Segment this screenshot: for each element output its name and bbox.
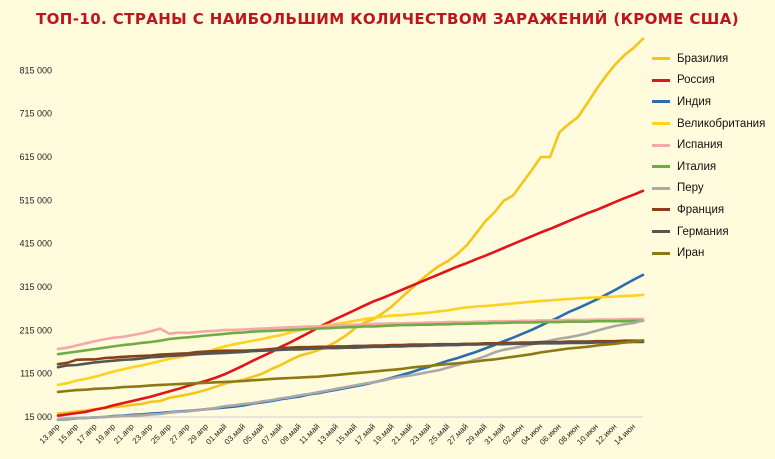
legend-item[interactable]: Германия <box>652 221 765 243</box>
legend-item[interactable]: Иран <box>652 242 765 264</box>
series-line <box>56 293 645 387</box>
y-tick-label: 315 000 <box>19 282 52 292</box>
legend-swatch <box>652 208 670 212</box>
y-tick-labels: 15 000 115 000 215 000 315 000 415 000 515 00… <box>19 65 52 422</box>
series-line <box>56 319 645 356</box>
legend-label: Индия <box>677 95 711 108</box>
legend-label: Бразилия <box>677 52 729 65</box>
legend-swatch <box>652 186 670 190</box>
legend-label: Иран <box>677 247 705 260</box>
legend-label: Перу <box>677 182 704 195</box>
y-tick-label: 715 000 <box>19 109 52 119</box>
legend: Бразилия Россия Индия Великобритания Испания… <box>652 48 765 264</box>
x-tick-label: 14.июн <box>612 422 637 447</box>
series-lines <box>56 37 645 421</box>
series-line <box>56 189 645 418</box>
y-tick-label: 415 000 <box>19 239 52 249</box>
legend-swatch <box>652 230 670 234</box>
legend-swatch <box>652 78 670 82</box>
legend-swatch <box>652 165 670 169</box>
x-tick-labels: 13.апр15.апр17.апр19.апр21.апр23.апр25.а… <box>38 422 637 447</box>
chart-title: ТОП-10. СТРАНЫ С НАИБОЛЬШИМ КОЛИЧЕСТВОМ … <box>36 10 739 28</box>
legend-item[interactable]: Бразилия <box>652 48 765 70</box>
legend-label: Испания <box>677 139 723 152</box>
series-line <box>56 338 645 394</box>
legend-swatch <box>652 122 670 126</box>
legend-item[interactable]: Перу <box>652 178 765 200</box>
legend-swatch <box>652 57 670 61</box>
series-line <box>56 37 645 415</box>
series-line <box>56 317 645 351</box>
legend-item[interactable]: Франция <box>652 199 765 221</box>
legend-label: Россия <box>677 74 715 87</box>
y-tick-label: 815 000 <box>19 65 52 75</box>
legend-swatch <box>652 143 670 147</box>
legend-item[interactable]: Италия <box>652 156 765 178</box>
y-tick-label: 515 000 <box>19 195 52 205</box>
legend-label: Франция <box>677 203 725 216</box>
y-tick-label: 615 000 <box>19 152 52 162</box>
y-tick-label: 15 000 <box>24 412 52 422</box>
legend-item[interactable]: Великобритания <box>652 113 765 135</box>
legend-swatch <box>652 100 670 104</box>
legend-swatch <box>652 251 670 255</box>
legend-label: Великобритания <box>677 117 766 130</box>
legend-item[interactable]: Индия <box>652 91 765 113</box>
series-line <box>56 319 645 421</box>
legend-label: Италия <box>677 160 717 173</box>
y-tick-label: 115 000 <box>20 369 52 379</box>
legend-item[interactable]: Россия <box>652 70 765 92</box>
legend-item[interactable]: Испания <box>652 134 765 156</box>
y-tick-label: 215 000 <box>19 325 52 335</box>
series-line <box>56 340 645 369</box>
legend-label: Германия <box>677 225 729 238</box>
